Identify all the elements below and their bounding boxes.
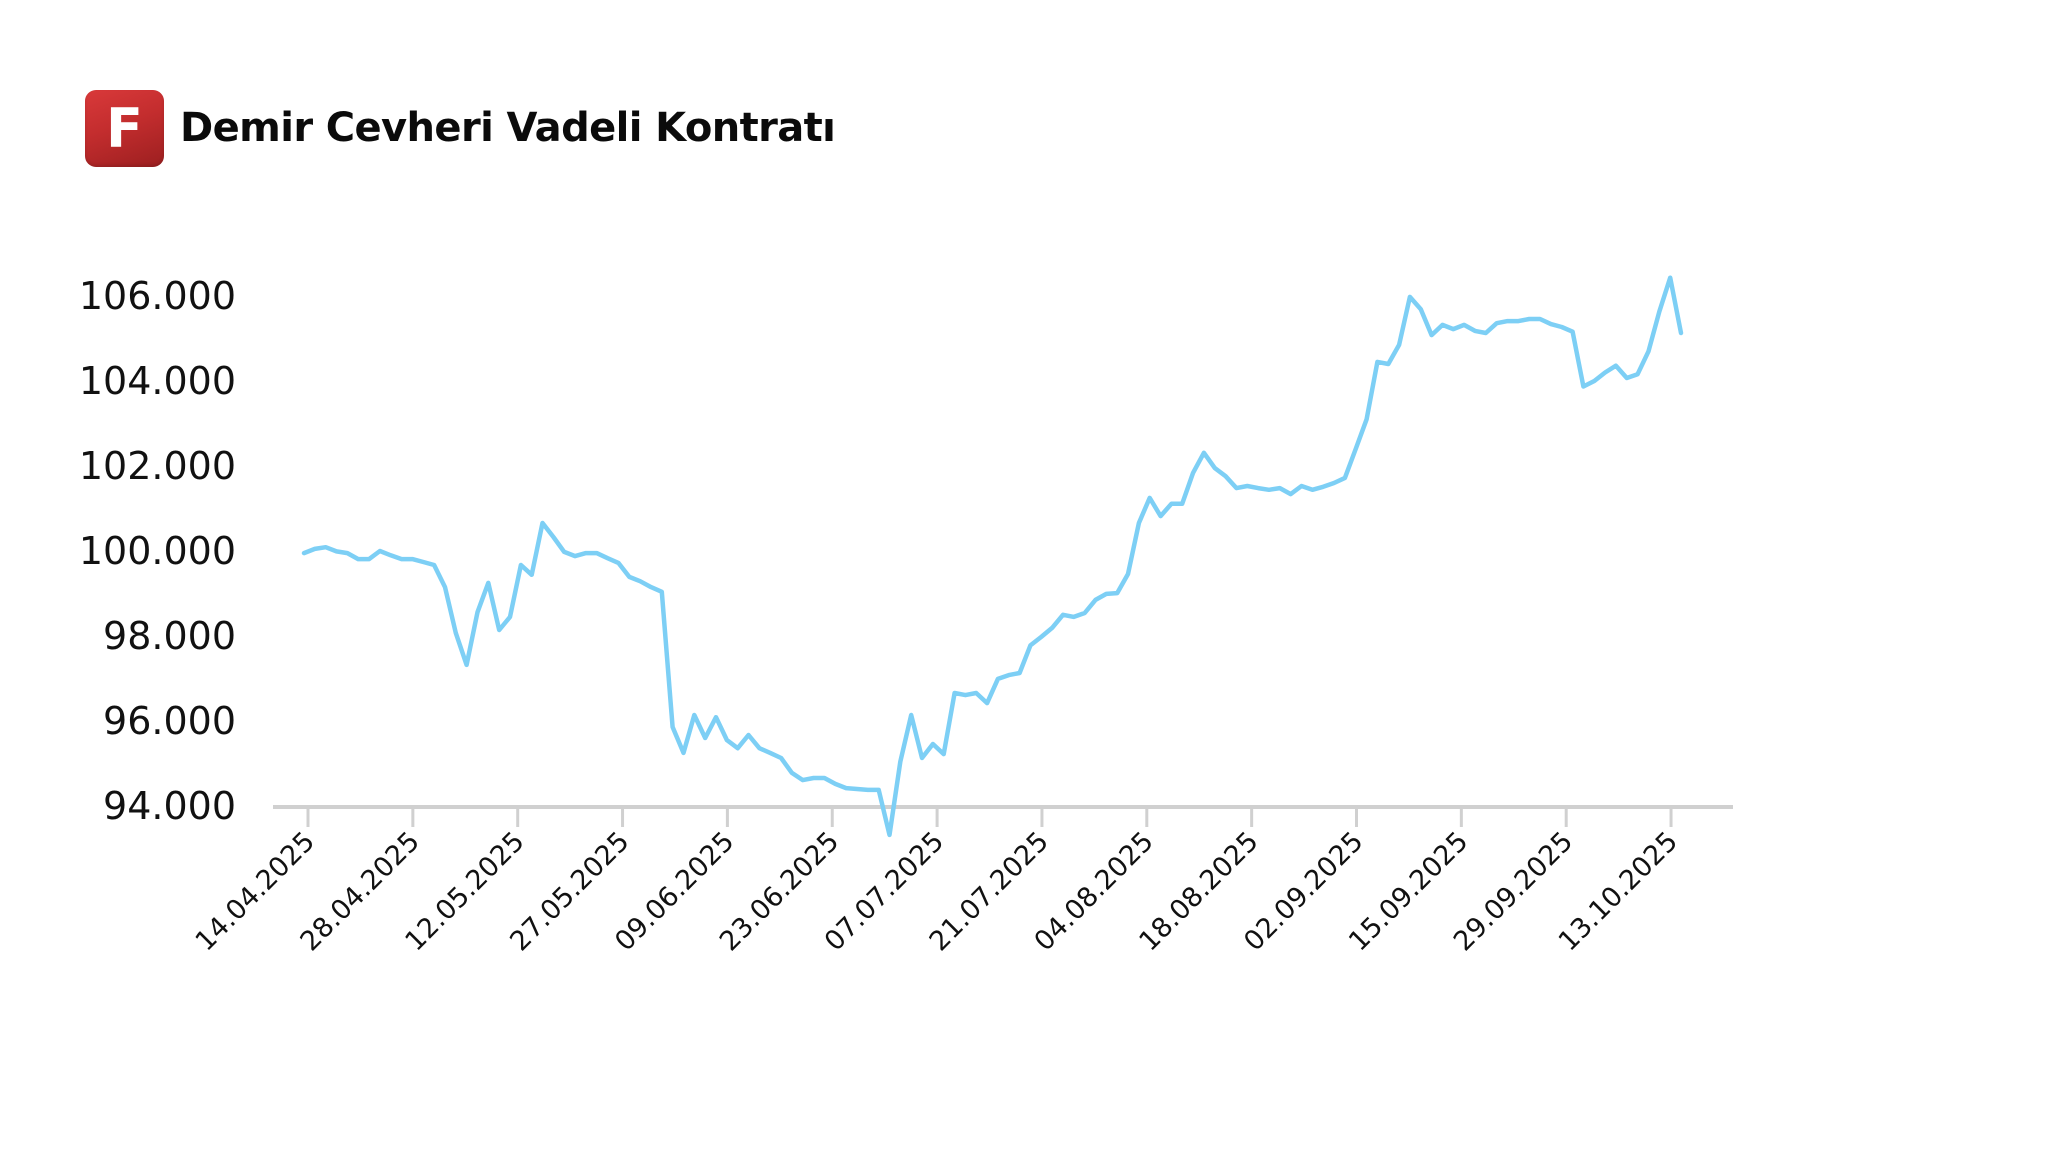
y-tick-label: 96.000	[103, 699, 236, 743]
logo-letter: F	[106, 97, 143, 160]
x-axis: 14.04.202528.04.202512.05.202527.05.2025…	[190, 805, 1733, 957]
y-tick-label: 104.000	[79, 359, 236, 403]
y-tick-label: 106.000	[79, 274, 236, 318]
y-tick-label: 98.000	[103, 614, 236, 658]
y-tick-label: 102.000	[79, 444, 236, 488]
y-tick-label: 100.000	[79, 529, 236, 573]
price-line	[301, 275, 1684, 838]
chart-title: Demir Cevheri Vadeli Kontratı	[180, 105, 836, 151]
y-tick-label: 94.000	[103, 784, 236, 828]
chart-header: F Demir Cevheri Vadeli Kontratı	[85, 89, 836, 167]
brand-logo-icon: F	[85, 89, 164, 167]
y-axis: 94.000 96.000 98.000 100.000 102.000 104.000 1…	[79, 274, 236, 828]
